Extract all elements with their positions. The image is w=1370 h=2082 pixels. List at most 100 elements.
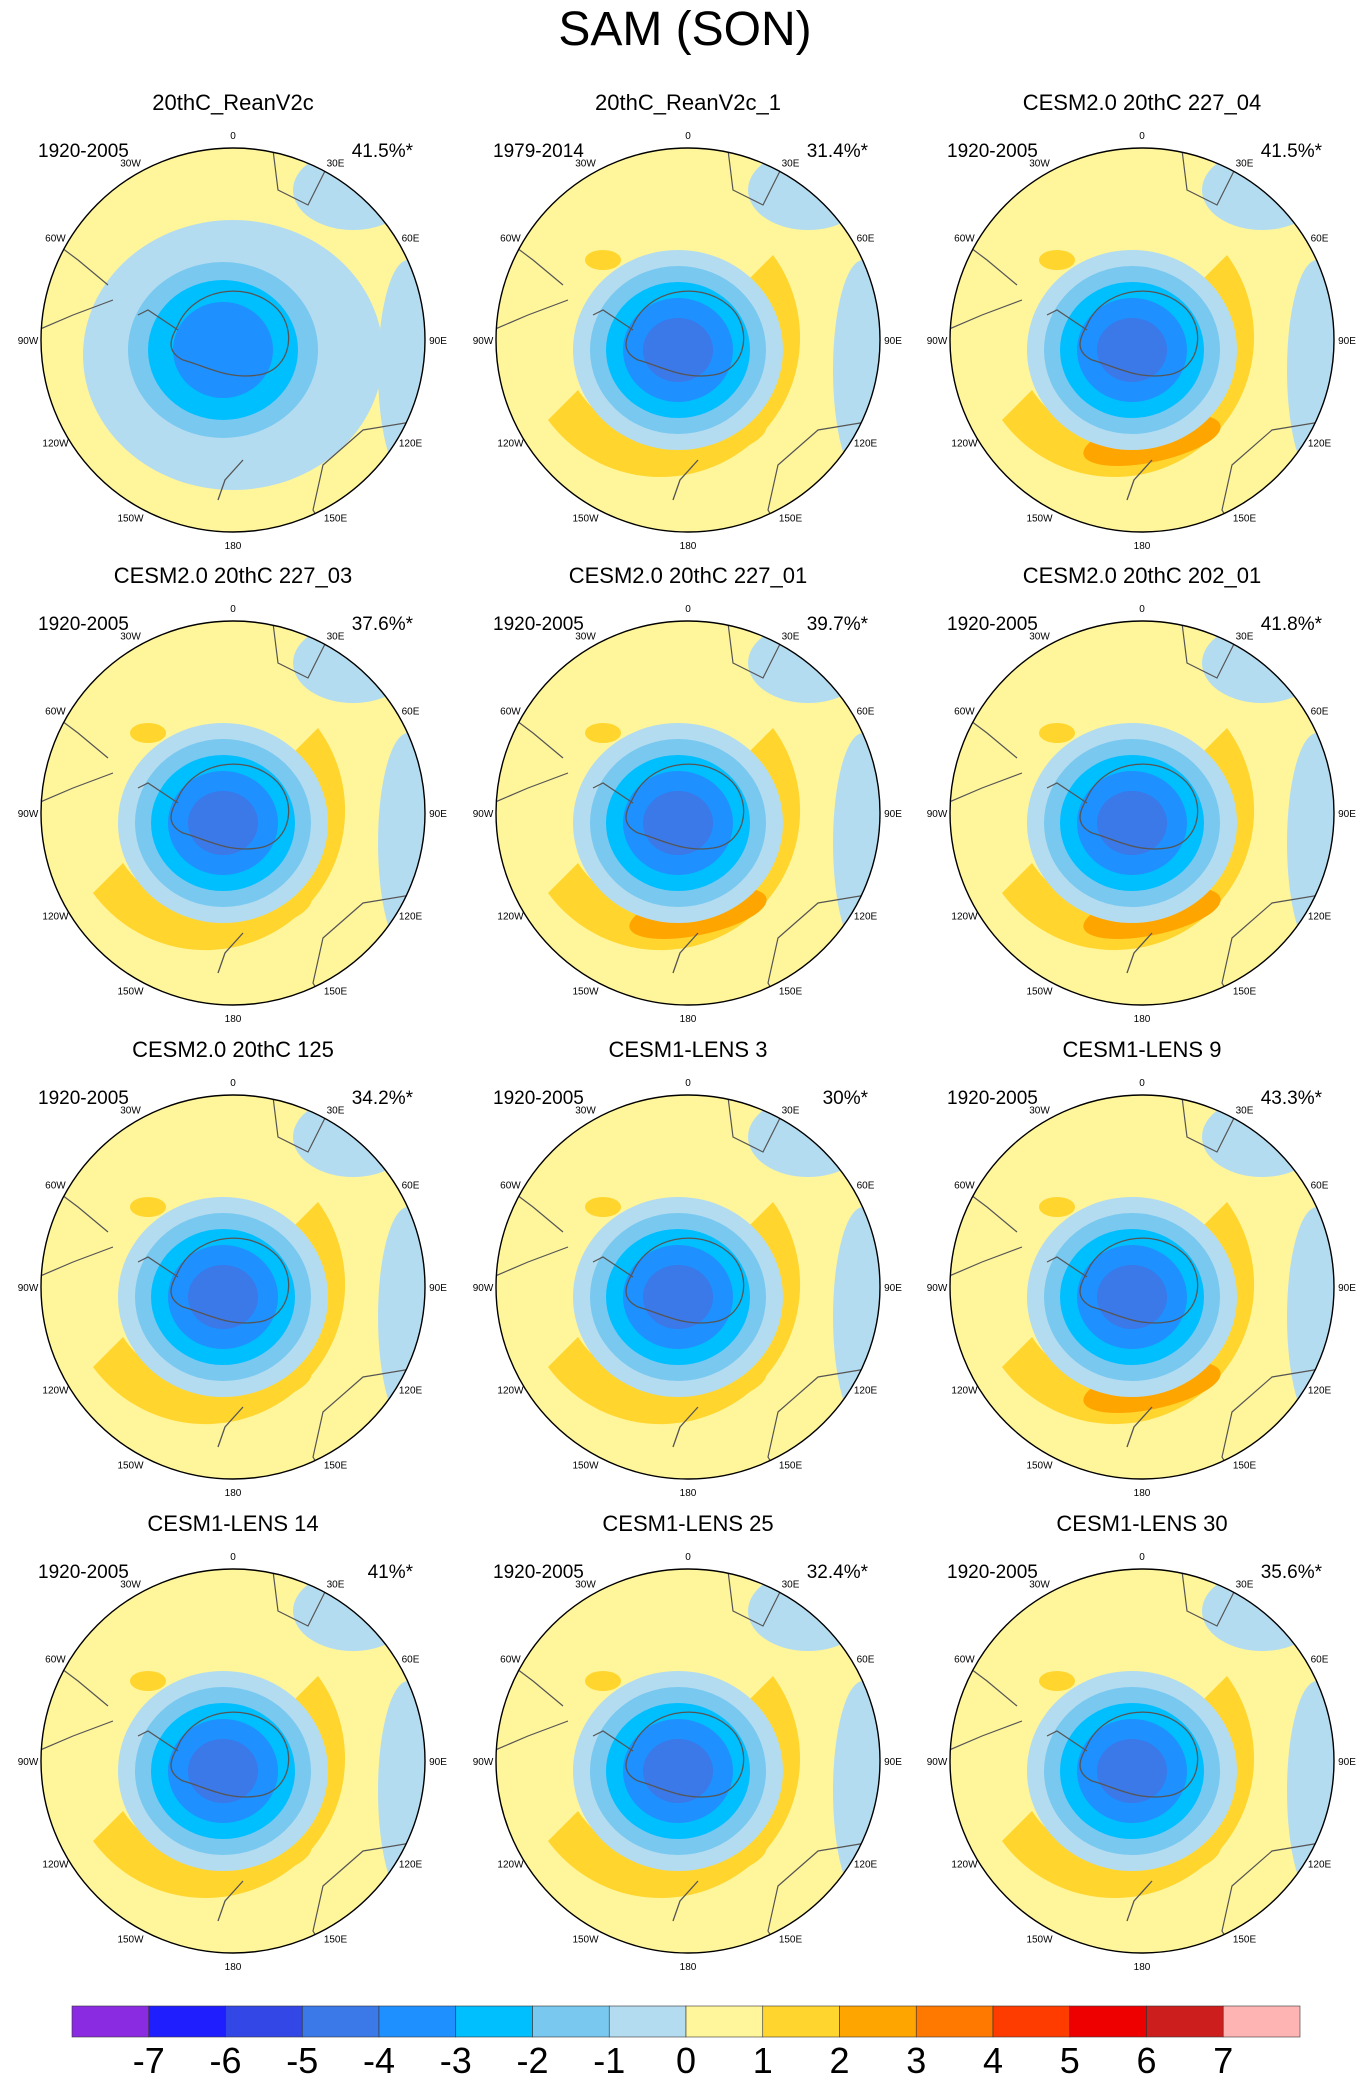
map-panel: 0 30E 60E 90E 120E 150E 180 150W 120W 90W 60W 30W CE… — [927, 1037, 1357, 1499]
longitude-label: 150W — [1026, 987, 1053, 998]
panel-period: 1920-2005 — [947, 1088, 1038, 1109]
south-america-coastline — [950, 1246, 1023, 1278]
panel-title: CESM1-LENS 30 — [1056, 1511, 1227, 1536]
negative-anomaly-contour — [1097, 318, 1167, 382]
longitude-label: 120W — [497, 439, 524, 450]
map-panel: 0 30E 60E 90E 120E 150E 180 150W 120W 90W 60W 30W CE… — [473, 1037, 903, 1499]
longitude-label: 180 — [1134, 541, 1151, 552]
panel-variance: 41.8%* — [1261, 614, 1323, 635]
longitude-label: 120E — [854, 1860, 878, 1871]
colorbar-swatch — [1146, 2005, 1224, 2038]
longitude-label: 90W — [18, 1283, 39, 1294]
positive-anomaly-patch — [585, 723, 621, 743]
positive-anomaly-patch — [585, 1671, 621, 1691]
africa-coastline — [727, 149, 784, 206]
longitude-label: 0 — [685, 1078, 691, 1089]
africa-coastline — [727, 622, 784, 679]
longitude-label: 30W — [1029, 1579, 1050, 1590]
longitude-label: 60E — [402, 234, 420, 245]
map-border — [495, 620, 881, 1006]
longitude-label: 150E — [324, 1461, 348, 1472]
panel-title: CESM1-LENS 9 — [1063, 1037, 1222, 1062]
longitude-label: 180 — [1134, 1962, 1151, 1973]
panel-variance: 41%* — [368, 1562, 414, 1583]
south-america-coastline — [950, 772, 1023, 804]
longitude-label: 120W — [42, 912, 69, 923]
longitude-label: 60E — [1311, 234, 1329, 245]
map-border — [495, 147, 881, 533]
longitude-label: 90E — [429, 1283, 447, 1294]
map-panel: 0 30E 60E 90E 120E 150E 180 150W 120W 90W 60W 30W 20… — [18, 90, 448, 552]
longitude-label: 150E — [1233, 1935, 1257, 1946]
new-zealand-coastline — [672, 459, 699, 501]
longitude-label: 90W — [18, 1757, 39, 1768]
new-zealand-coastline — [217, 1406, 244, 1448]
panel-title: CESM1-LENS 14 — [147, 1511, 318, 1536]
panel-period: 1920-2005 — [38, 1562, 129, 1583]
antarctic-peninsula — [137, 1256, 179, 1278]
colorbar-swatch — [71, 2005, 150, 2038]
map-border — [949, 1568, 1335, 1954]
negative-anomaly-contour — [1097, 1739, 1167, 1803]
colorbar-tick-label: -3 — [439, 2040, 472, 2081]
longitude-label: 0 — [230, 1552, 236, 1563]
colorbar-tick-label: -2 — [516, 2040, 549, 2081]
panel-variance: 32.4%* — [807, 1562, 869, 1583]
positive-anomaly-patch — [1039, 1671, 1075, 1691]
new-zealand-coastline — [217, 1880, 244, 1922]
longitude-label: 30E — [1236, 158, 1254, 169]
longitude-label: 150E — [324, 514, 348, 525]
longitude-label: 180 — [1134, 1014, 1151, 1025]
negative-anomaly-contour — [643, 318, 713, 382]
positive-anomaly-patch — [130, 723, 166, 743]
longitude-label: 120W — [42, 1386, 69, 1397]
longitude-label: 120E — [854, 1386, 878, 1397]
colorbar-tick-label: 3 — [906, 2040, 927, 2081]
longitude-label: 120W — [951, 439, 978, 450]
longitude-label: 30W — [120, 1105, 141, 1116]
longitude-label: 150W — [117, 1461, 144, 1472]
map-border — [40, 1568, 426, 1954]
positive-anomaly-patch — [585, 1197, 621, 1217]
longitude-label: 150W — [572, 987, 599, 998]
negative-anomaly-contour — [643, 1265, 713, 1329]
longitude-label: 150E — [779, 987, 803, 998]
antarctica-coastline — [1079, 290, 1199, 377]
antarctic-peninsula — [592, 782, 634, 804]
longitude-label: 60E — [402, 1655, 420, 1666]
panel-period: 1920-2005 — [38, 1088, 129, 1109]
south-america-coastline — [950, 299, 1023, 331]
panel-variance: 41.5%* — [352, 141, 414, 162]
africa-coastline — [1181, 149, 1238, 206]
antarctica-coastline — [1079, 1237, 1199, 1324]
map-border — [40, 147, 426, 533]
map-border — [949, 1094, 1335, 1480]
africa-coastline — [1181, 1096, 1238, 1153]
colorbar-tick-label: -7 — [132, 2040, 165, 2081]
panel-variance: 39.7%* — [807, 614, 869, 635]
longitude-label: 120W — [497, 1860, 524, 1871]
positive-anomaly-patch — [1039, 723, 1075, 743]
antarctic-peninsula — [592, 1730, 634, 1752]
longitude-label: 30E — [782, 1105, 800, 1116]
longitude-label: 60W — [500, 1655, 521, 1666]
longitude-label: 60W — [954, 1655, 975, 1666]
longitude-label: 30E — [327, 158, 345, 169]
africa-coastline — [272, 149, 329, 206]
longitude-label: 90W — [927, 809, 948, 820]
map-border — [495, 1094, 881, 1480]
colorbar-tick-label: 2 — [829, 2040, 850, 2081]
longitude-label: 150W — [1026, 1461, 1053, 1472]
longitude-label: 30W — [575, 631, 596, 642]
new-zealand-coastline — [672, 1880, 699, 1922]
south-america-coastline — [41, 1720, 114, 1752]
panel-period: 1920-2005 — [38, 141, 129, 162]
colorbar-swatch — [532, 2005, 610, 2038]
map-border — [949, 620, 1335, 1006]
map-panel: 0 30E 60E 90E 120E 150E 180 150W 120W 90W 60W 30W CE… — [927, 1511, 1357, 1973]
longitude-label: 90W — [927, 1283, 948, 1294]
africa-coastline — [1181, 622, 1238, 679]
longitude-label: 150W — [117, 1935, 144, 1946]
panel-variance: 37.6%* — [352, 614, 414, 635]
panel-variance: 41.5%* — [1261, 141, 1323, 162]
